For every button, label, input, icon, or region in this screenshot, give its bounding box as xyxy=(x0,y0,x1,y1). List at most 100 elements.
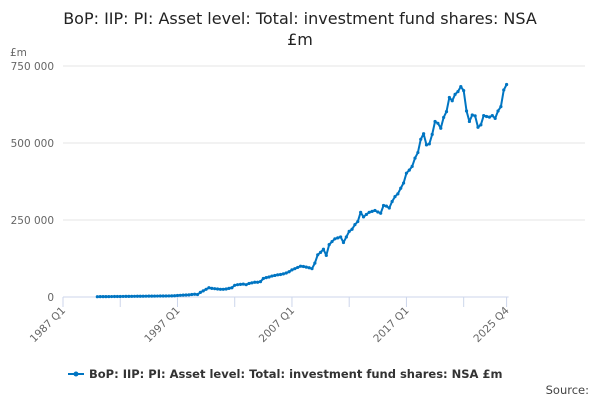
data-point xyxy=(399,186,403,190)
data-point xyxy=(95,295,99,299)
x-tick-label: 1987 Q1 xyxy=(28,305,68,345)
data-point xyxy=(321,247,326,251)
data-point xyxy=(204,287,208,291)
data-point xyxy=(502,88,506,92)
data-point xyxy=(141,294,145,298)
data-point xyxy=(361,215,366,219)
data-point xyxy=(313,261,317,265)
legend-marker xyxy=(73,371,79,377)
data-point xyxy=(213,287,217,291)
data-point xyxy=(115,294,119,299)
data-point xyxy=(290,268,294,272)
data-point xyxy=(464,109,469,113)
data-point xyxy=(161,294,165,298)
data-point xyxy=(327,243,331,247)
data-point xyxy=(258,280,263,284)
data-point xyxy=(130,294,134,298)
legend-label: BoP: IIP: PI: Asset level: Total: invest… xyxy=(89,367,502,381)
data-point xyxy=(484,114,489,119)
data-point xyxy=(470,113,474,117)
data-point xyxy=(167,294,171,298)
data-point xyxy=(487,115,492,119)
data-point xyxy=(347,229,351,233)
data-point xyxy=(459,85,463,89)
data-point xyxy=(456,89,460,94)
data-point xyxy=(193,292,197,296)
data-point xyxy=(287,270,291,274)
data-point xyxy=(267,275,271,279)
data-point xyxy=(152,294,157,298)
data-point xyxy=(381,203,386,208)
data-point xyxy=(112,294,117,299)
y-tick-label: 500 000 xyxy=(11,138,54,150)
data-point xyxy=(439,126,443,130)
data-point xyxy=(150,294,154,298)
data-point xyxy=(107,294,111,299)
data-point xyxy=(444,109,449,114)
data-point xyxy=(164,294,168,298)
data-point xyxy=(339,235,343,239)
data-point xyxy=(218,287,223,291)
x-tick-label: 2017 Q1 xyxy=(371,305,411,345)
data-point xyxy=(235,283,240,287)
data-point xyxy=(419,137,423,141)
data-point xyxy=(110,294,114,299)
data-point xyxy=(158,294,162,298)
data-point xyxy=(364,212,368,217)
data-point xyxy=(195,292,200,297)
data-point xyxy=(293,267,297,271)
data-point xyxy=(127,294,131,298)
data-point xyxy=(273,273,277,278)
data-point xyxy=(210,286,214,290)
data-point xyxy=(396,192,400,196)
data-point xyxy=(124,294,128,298)
data-point xyxy=(221,287,225,291)
data-point xyxy=(356,219,360,224)
data-point xyxy=(244,283,248,287)
data-point xyxy=(264,275,268,280)
data-point xyxy=(284,271,288,275)
data-point xyxy=(416,150,420,155)
data-point xyxy=(98,295,102,299)
data-point xyxy=(118,294,122,299)
series-line xyxy=(97,84,508,298)
data-point xyxy=(450,99,454,103)
data-point xyxy=(410,164,414,169)
data-point xyxy=(390,199,394,204)
data-point xyxy=(442,115,446,120)
data-point xyxy=(379,211,383,215)
data-point xyxy=(224,287,228,291)
data-point xyxy=(387,206,391,210)
data-point xyxy=(253,280,257,284)
data-point xyxy=(404,171,409,175)
data-point xyxy=(250,281,254,285)
data-point xyxy=(422,132,426,136)
data-point xyxy=(496,109,500,113)
data-point xyxy=(336,236,340,240)
data-point xyxy=(138,294,142,298)
chart-title-line-2: £m xyxy=(287,30,313,49)
data-point xyxy=(198,290,202,294)
data-point xyxy=(384,204,389,208)
data-point xyxy=(330,239,334,244)
data-point xyxy=(270,274,274,278)
data-point xyxy=(482,113,486,118)
data-point xyxy=(215,287,220,291)
data-point xyxy=(175,293,180,298)
data-point xyxy=(324,253,328,258)
data-point xyxy=(350,227,354,231)
legend[interactable]: BoP: IIP: PI: Asset level: Total: invest… xyxy=(68,367,502,381)
data-point xyxy=(353,223,357,227)
data-point xyxy=(132,294,137,298)
data-point xyxy=(144,294,148,298)
data-point xyxy=(333,237,337,241)
data-point xyxy=(493,116,497,120)
x-tick-label: 2007 Q1 xyxy=(257,305,297,345)
data-point xyxy=(433,119,437,124)
data-point xyxy=(207,286,211,290)
data-point xyxy=(344,235,348,239)
data-point xyxy=(499,105,503,109)
data-point xyxy=(261,276,265,281)
source-label: Source: xyxy=(546,383,589,397)
